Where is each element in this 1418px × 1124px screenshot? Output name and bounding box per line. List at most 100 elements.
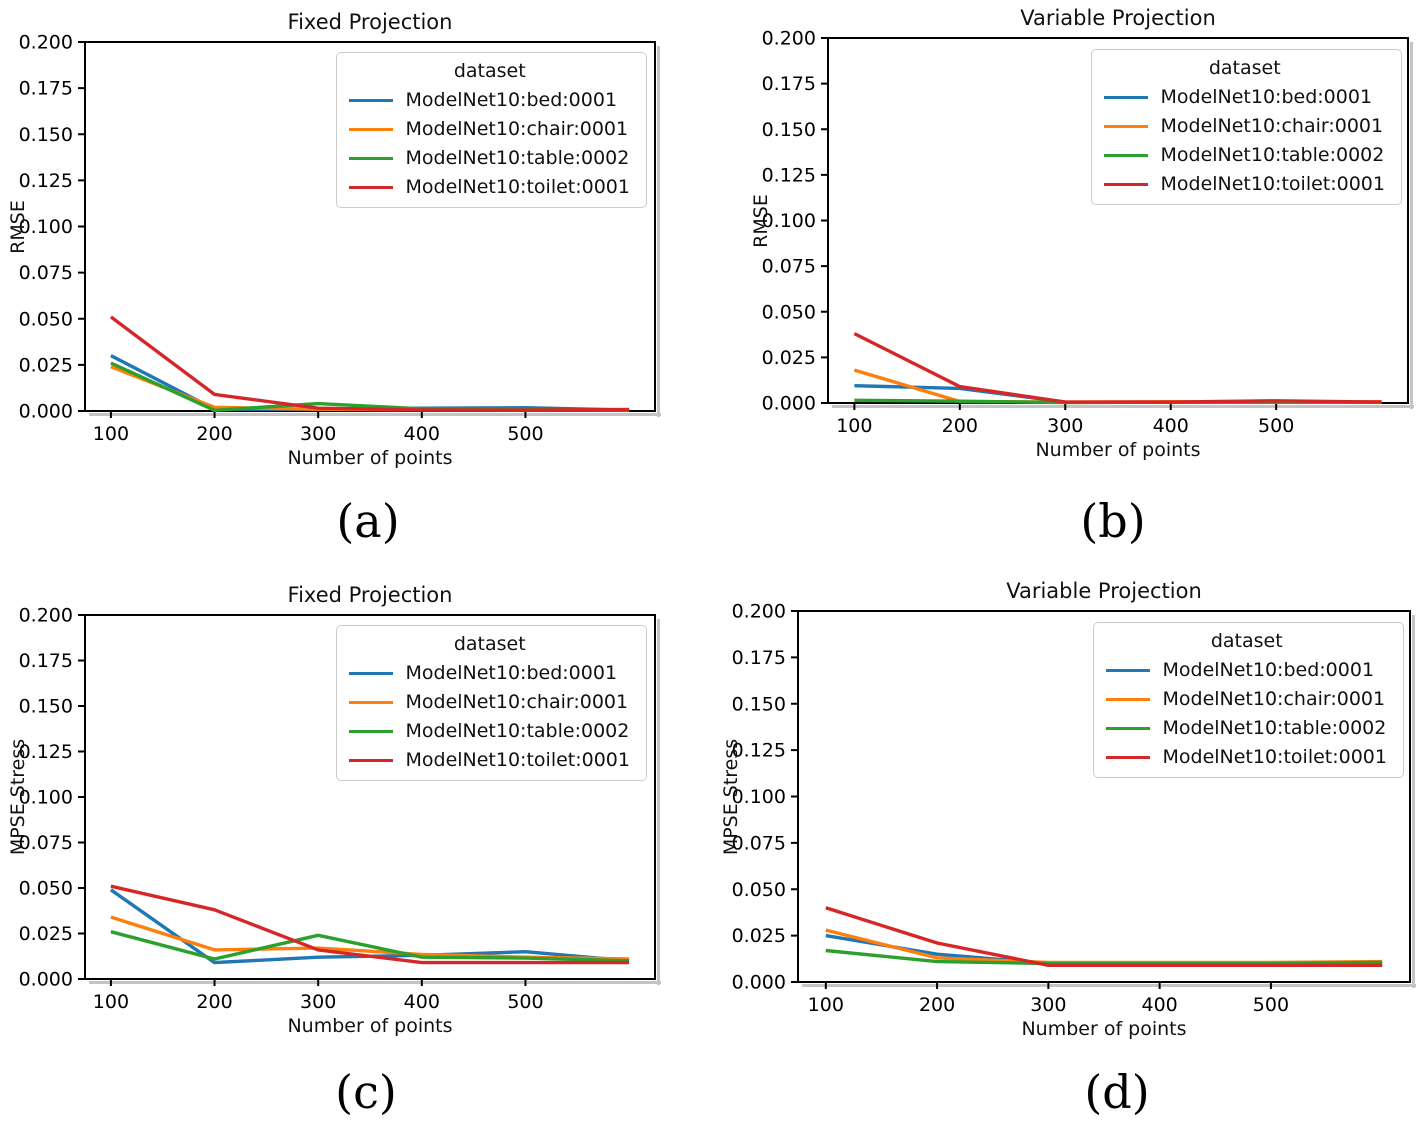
x-tick-label: 500 <box>1253 994 1289 1016</box>
legend-row: ModelNet10:table:0002 <box>1106 717 1387 739</box>
legend-row: ModelNet10:bed:0001 <box>1104 86 1385 108</box>
legend-line-swatch <box>349 729 394 733</box>
legend-label: ModelNet10:table:0002 <box>1162 717 1387 739</box>
legend-label: ModelNet10:bed:0001 <box>405 89 618 111</box>
legend-row: ModelNet10:chair:0001 <box>349 691 630 713</box>
y-tick-label: 0.025 <box>762 347 816 369</box>
y-tick-label: 0.150 <box>19 124 73 146</box>
legend-row: ModelNet10:chair:0001 <box>349 118 630 140</box>
y-tick-label: 0.025 <box>732 925 786 947</box>
y-tick-label: 0.000 <box>19 969 73 991</box>
chart-title-d: Variable Projection <box>1006 579 1202 603</box>
y-tick-label: 0.075 <box>19 262 73 284</box>
y-tick-label: 0.200 <box>19 32 73 54</box>
chart-title-a: Fixed Projection <box>287 10 453 34</box>
x-tick-label: 300 <box>1030 994 1066 1016</box>
y-tick-label: 0.100 <box>732 786 786 808</box>
y-tick-label: 0.150 <box>19 696 73 718</box>
legend-label: ModelNet10:toilet:0001 <box>1160 173 1385 195</box>
legend-line-swatch <box>349 185 394 189</box>
legend-row: ModelNet10:bed:0001 <box>1106 659 1387 681</box>
y-tick-label: 0.200 <box>19 605 73 627</box>
legend-row: ModelNet10:table:0002 <box>1104 144 1385 166</box>
y-tick-label: 0.175 <box>19 650 73 672</box>
x-tick-label: 100 <box>836 415 872 437</box>
x-tick-label: 200 <box>196 991 232 1013</box>
legend-row: ModelNet10:bed:0001 <box>349 662 630 684</box>
legend-d: dataset ModelNet10:bed:0001 ModelNet10:cha… <box>1093 622 1404 778</box>
legend-title: dataset <box>1210 630 1283 652</box>
subfigure-caption-a: (a) <box>336 494 400 548</box>
y-tick-label: 0.100 <box>19 216 73 238</box>
x-tick-label: 400 <box>404 991 440 1013</box>
y-tick-label: 0.200 <box>732 601 786 623</box>
legend-row: ModelNet10:bed:0001 <box>349 89 630 111</box>
y-tick-label: 0.000 <box>19 401 73 423</box>
legend-row: ModelNet10:toilet:0001 <box>1106 746 1387 768</box>
legend-line-swatch <box>349 127 394 131</box>
x-tick-label: 100 <box>93 423 129 445</box>
legend-row: ModelNet10:toilet:0001 <box>349 176 630 198</box>
y-tick-label: 0.000 <box>762 393 816 415</box>
legend-line-swatch <box>349 700 394 704</box>
x-tick-label: 200 <box>196 423 232 445</box>
series-line-ModelNet10:toilet:0001 <box>853 332 1382 404</box>
x-tick-label: 500 <box>1258 415 1294 437</box>
x-tick-label: 500 <box>507 991 543 1013</box>
y-tick-label: 0.075 <box>19 832 73 854</box>
legend-a: dataset ModelNet10:bed:0001 ModelNet10:cha… <box>336 52 647 208</box>
series-line-ModelNet10:table:0002 <box>825 948 1383 966</box>
subfigure-caption-c: (c) <box>335 1065 397 1119</box>
legend-b: dataset ModelNet10:bed:0001 ModelNet10:cha… <box>1091 49 1402 205</box>
legend-title: dataset <box>453 633 526 655</box>
legend-title: dataset <box>1208 57 1281 79</box>
x-tick-label: 500 <box>507 423 543 445</box>
y-tick-label: 0.025 <box>19 923 73 945</box>
y-tick-label: 0.025 <box>19 354 73 376</box>
y-tick-label: 0.075 <box>732 832 786 854</box>
legend-line-swatch <box>1104 153 1149 157</box>
legend-title: dataset <box>453 60 526 82</box>
y-tick-label: 0.150 <box>762 119 816 141</box>
legend-line-swatch <box>349 98 394 102</box>
legend-row: ModelNet10:table:0002 <box>349 720 630 742</box>
legend-row: ModelNet10:chair:0001 <box>1106 688 1387 710</box>
chart-title-c: Fixed Projection <box>287 583 453 607</box>
y-tick-label: 0.150 <box>732 693 786 715</box>
legend-label: ModelNet10:toilet:0001 <box>405 749 630 771</box>
x-tick-label: 400 <box>1153 415 1189 437</box>
x-axis-label-d: Number of points <box>1021 1018 1187 1040</box>
y-tick-label: 0.050 <box>762 301 816 323</box>
legend-row: ModelNet10:toilet:0001 <box>349 749 630 771</box>
y-tick-label: 0.100 <box>762 210 816 232</box>
legend-line-swatch <box>1104 95 1149 99</box>
y-tick-label: 0.050 <box>19 878 73 900</box>
y-tick-label: 0.050 <box>732 879 786 901</box>
y-axis-label-d: MPSE Stress <box>720 738 742 855</box>
series-line-ModelNet10:table:0002 <box>110 930 630 963</box>
legend-c: dataset ModelNet10:bed:0001 ModelNet10:cha… <box>336 625 647 781</box>
legend-row: ModelNet10:chair:0001 <box>1104 115 1385 137</box>
x-axis-label-c: Number of points <box>287 1015 453 1037</box>
legend-line-swatch <box>1106 697 1151 701</box>
legend-row: ModelNet10:toilet:0001 <box>1104 173 1385 195</box>
y-tick-label: 0.175 <box>762 73 816 95</box>
chart-title-b: Variable Projection <box>1020 6 1216 30</box>
legend-label: ModelNet10:chair:0001 <box>405 118 629 140</box>
series-line-ModelNet10:toilet:0001 <box>109 315 630 412</box>
y-tick-label: 0.075 <box>762 256 816 278</box>
x-axis-label-b: Number of points <box>1035 439 1201 461</box>
y-tick-label: 0.125 <box>762 164 816 186</box>
y-tick-label: 0.000 <box>732 972 786 994</box>
y-tick-label: 0.125 <box>19 741 73 763</box>
series-line-ModelNet10:toilet:0001 <box>825 906 1383 967</box>
series-line-ModelNet10:toilet:0001 <box>110 884 630 965</box>
legend-row: ModelNet10:table:0002 <box>349 147 630 169</box>
legend-label: ModelNet10:toilet:0001 <box>405 176 630 198</box>
subfigure-caption-b: (b) <box>1080 494 1146 548</box>
